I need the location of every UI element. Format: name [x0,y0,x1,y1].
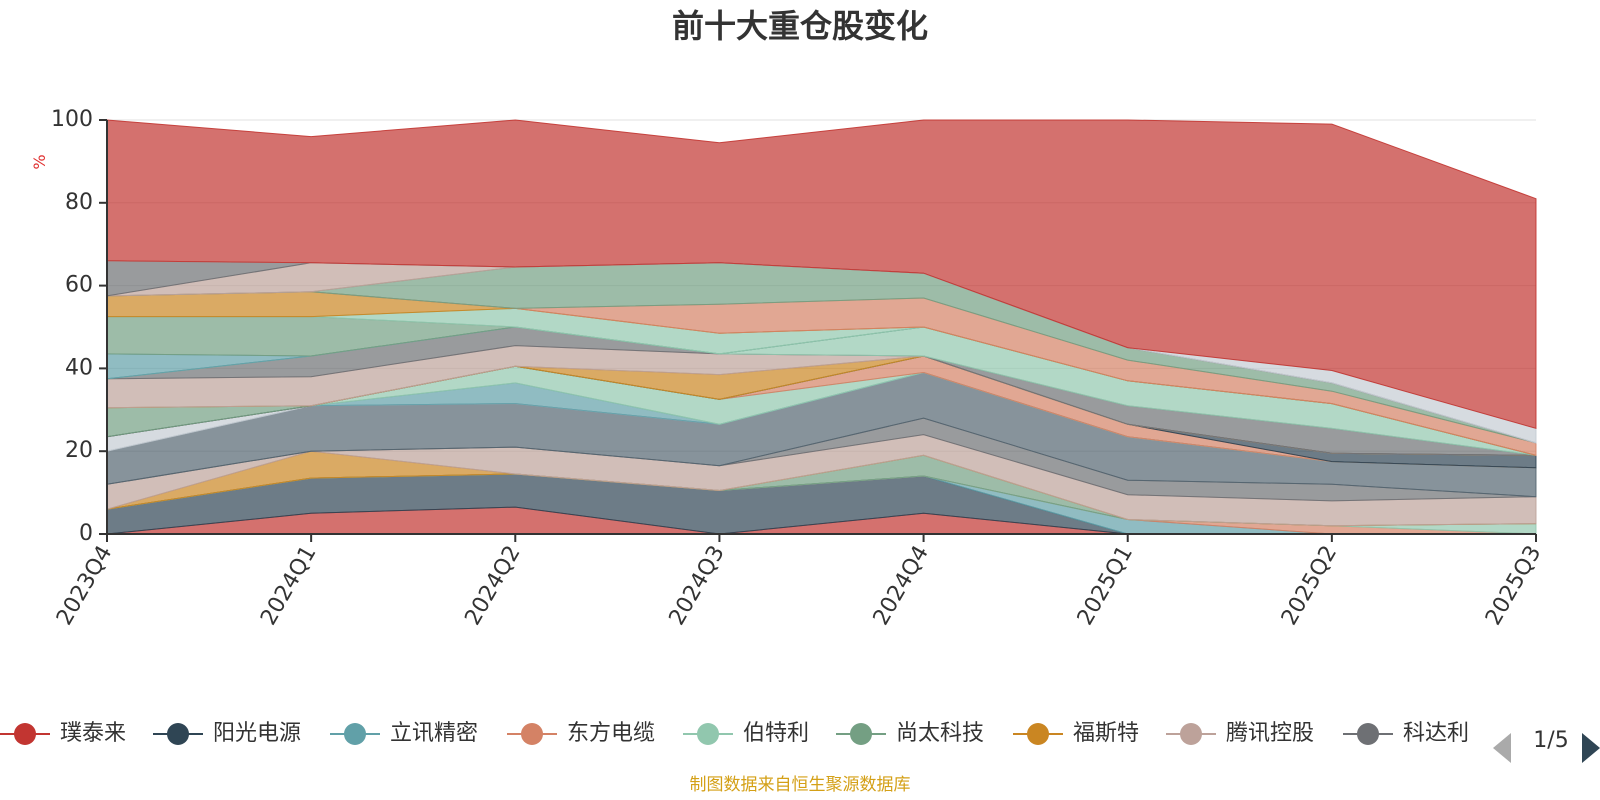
legend-item-9[interactable]: 科达利 [1343,721,1469,746]
x-tick-label-7: 2025Q3 [1481,542,1546,630]
legend-page-indicator: 1/5 [1533,728,1568,753]
chart-title: 前十大重仓股变化 [672,7,928,45]
y-tick-labels: 0 20 40 60 80 100 [51,107,107,546]
x-tick-label-0: 2023Q4 [52,542,117,630]
legend-marker-9 [1357,723,1379,745]
area-series-30[interactable]: S30 [106,119,1537,430]
y-axis-label: % [30,154,49,169]
legend-marker-1 [14,723,36,745]
data-source-note: 制图数据来自恒生聚源数据库 [690,775,911,795]
legend-pager: 1/5 [1493,728,1600,763]
area-series: 璞泰来阳光电源立讯精密东方电缆伯特利尚太科技福斯特腾讯控股科达利S10S11S1… [106,119,1537,535]
legend-item-5[interactable]: 伯特利 [683,721,809,746]
legend-item-4[interactable]: 东方电缆 [507,721,655,746]
legend-prev-icon[interactable] [1493,733,1511,763]
legend-label-4: 东方电缆 [567,721,655,746]
legend-label-7: 福斯特 [1073,721,1139,746]
legend-marker-7 [1027,723,1049,745]
legend-item-7[interactable]: 福斯特 [1013,721,1139,746]
y-tick-label-0: 0 [79,521,93,546]
legend-label-2: 阳光电源 [213,721,301,746]
y-tick-label-3: 60 [65,273,93,298]
legend-label-1: 璞泰来 [60,721,126,746]
legend-next-icon[interactable] [1582,733,1600,763]
legend-item-3[interactable]: 立讯精密 [330,721,478,746]
legend-marker-8 [1180,723,1202,745]
legend-marker-3 [344,723,366,745]
y-tick-label-5: 100 [51,107,93,132]
legend: 璞泰来 阳光电源 立讯精密 东方电缆 伯特利 尚太科技 福斯特 腾讯控股 科达利 [0,721,1469,746]
legend-marker-4 [521,723,543,745]
y-tick-label-4: 80 [65,190,93,215]
legend-marker-5 [697,723,719,745]
legend-item-1[interactable]: 璞泰来 [0,721,126,746]
x-tick-label-2: 2024Q2 [460,542,525,630]
x-tick-label-6: 2025Q2 [1277,542,1342,630]
y-tick-label-1: 20 [65,438,93,463]
x-tick-label-5: 2025Q1 [1073,542,1138,630]
legend-item-2[interactable]: 阳光电源 [153,721,301,746]
legend-label-9: 科达利 [1403,721,1469,746]
axes [106,120,1536,535]
legend-label-5: 伯特利 [743,721,809,746]
y-tick-label-2: 40 [65,355,93,380]
x-tick-label-3: 2024Q3 [665,542,730,630]
legend-label-6: 尚太科技 [896,721,984,746]
legend-item-8[interactable]: 腾讯控股 [1166,721,1314,746]
legend-marker-2 [167,723,189,745]
legend-item-6[interactable]: 尚太科技 [836,721,984,746]
x-tick-label-1: 2024Q1 [256,542,321,630]
legend-label-3: 立讯精密 [390,721,478,746]
legend-marker-6 [850,723,872,745]
x-tick-label-4: 2024Q4 [869,542,934,630]
legend-label-8: 腾讯控股 [1226,721,1314,746]
x-tick-labels: 2023Q4 2024Q1 2024Q2 2024Q3 2024Q4 2025Q1 2025… [52,534,1546,630]
